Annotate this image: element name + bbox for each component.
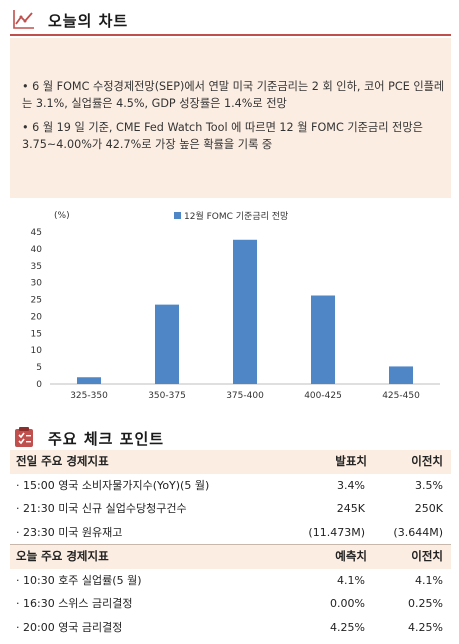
indicator-name: · 20:00 영국 금리결정: [16, 620, 123, 634]
table-row: · 23:30 미국 원유재고 (11.473M) (3.644M): [10, 521, 451, 545]
actual-value: 245K: [336, 502, 365, 515]
checklist-icon: [15, 427, 33, 447]
summary-bullet: • 6 월 19 일 기준, CME Fed Watch Tool 에 따르면 …: [22, 121, 423, 151]
table-row: · 20:00 영국 금리결정 4.25% 4.25%: [10, 616, 451, 640]
fomc-rate-chart: (%) 12월 FOMC 기준금리 전망 0 5 10 15 20 25 30 35 40 45 325…: [10, 204, 451, 404]
column-header: 예측치: [335, 549, 367, 563]
column-header: 오늘 주요 경제지표: [16, 549, 109, 563]
previous-value: 3.5%: [415, 478, 443, 492]
table-row: · 21:30 미국 신규 실업수당청구건수 245K 250K: [10, 497, 451, 521]
column-header: 이전치: [411, 549, 443, 563]
bar: [389, 366, 413, 384]
forecast-value: 4.1%: [337, 573, 365, 587]
indicator-name: · 16:30 스위스 금리결정: [16, 597, 133, 610]
x-tick-label: 325-350: [70, 391, 108, 401]
y-tick-label: 5: [36, 363, 42, 373]
y-tick-label: 40: [31, 245, 43, 255]
table-header-today: 오늘 주요 경제지표 예측치 이전치: [10, 544, 451, 569]
previous-value: 250K: [414, 502, 443, 515]
line-chart-icon: [13, 10, 34, 29]
y-tick-label: 10: [31, 346, 43, 356]
y-tick-label: 30: [31, 279, 43, 289]
bar: [233, 239, 257, 384]
summary-bullet: • 6 월 FOMC 수정경제전망(SEP)에서 연말 미국 기준금리는 2 회…: [22, 80, 445, 110]
indicator-name: · 10:30 호주 실업률(5 월): [16, 573, 142, 587]
y-tick-label: 45: [31, 228, 42, 238]
table-row: · 16:30 스위스 금리결정 0.00% 0.25%: [10, 592, 451, 616]
previous-value: 4.25%: [408, 620, 443, 634]
previous-value: 4.1%: [415, 573, 443, 587]
section-title: 주요 체크 포인트: [48, 430, 165, 448]
y-tick-label: 0: [36, 380, 42, 390]
bar-chart: (%) 12월 FOMC 기준금리 전망 0 5 10 15 20 25 30 35 40 45 325…: [31, 210, 440, 401]
column-header: 발표치: [335, 454, 367, 468]
section-title: 오늘의 차트: [48, 12, 129, 30]
table-row: · 15:00 영국 소비자물가지수(YoY)(5 월) 3.4% 3.5%: [10, 474, 451, 498]
forecast-value: 0.00%: [330, 597, 365, 610]
y-tick-label: 35: [31, 262, 42, 272]
actual-value: 3.4%: [337, 478, 365, 492]
x-tick-label: 350-375: [148, 391, 186, 401]
column-header: 전일 주요 경제지표: [16, 454, 109, 468]
table-row: · 10:30 호주 실업률(5 월) 4.1% 4.1%: [10, 569, 451, 593]
y-tick-label: 25: [31, 296, 42, 306]
column-header: 이전치: [411, 454, 443, 468]
forecast-value: 4.25%: [330, 620, 365, 634]
y-tick-label: 15: [31, 329, 42, 339]
legend-label: 12월 FOMC 기준금리 전망: [184, 210, 288, 222]
y-tick-label: 20: [31, 312, 43, 322]
x-tick-label: 375-400: [226, 391, 264, 401]
table-header-yesterday: 전일 주요 경제지표 발표치 이전치: [10, 450, 451, 474]
legend-swatch: [174, 212, 181, 219]
previous-value: (3.644M): [393, 525, 443, 539]
section-header-today-chart: 오늘의 차트: [10, 6, 451, 36]
indicator-table: 전일 주요 경제지표 발표치 이전치 · 15:00 영국 소비자물가지수(Yo…: [10, 450, 451, 639]
actual-value: (11.473M): [308, 525, 365, 539]
indicator-name: · 21:30 미국 신규 실업수당청구건수: [16, 502, 187, 515]
x-tick-label: 400-425: [304, 391, 342, 401]
indicator-name: · 15:00 영국 소비자물가지수(YoY)(5 월): [16, 478, 210, 492]
x-tick-label: 425-450: [382, 391, 420, 401]
bar: [155, 304, 179, 384]
bar: [77, 377, 101, 384]
previous-value: 0.25%: [408, 597, 443, 610]
indicator-name: · 23:30 미국 원유재고: [16, 525, 123, 539]
summary-panel: [10, 38, 451, 198]
y-axis-unit-label: (%): [54, 211, 70, 221]
bar: [311, 295, 335, 384]
